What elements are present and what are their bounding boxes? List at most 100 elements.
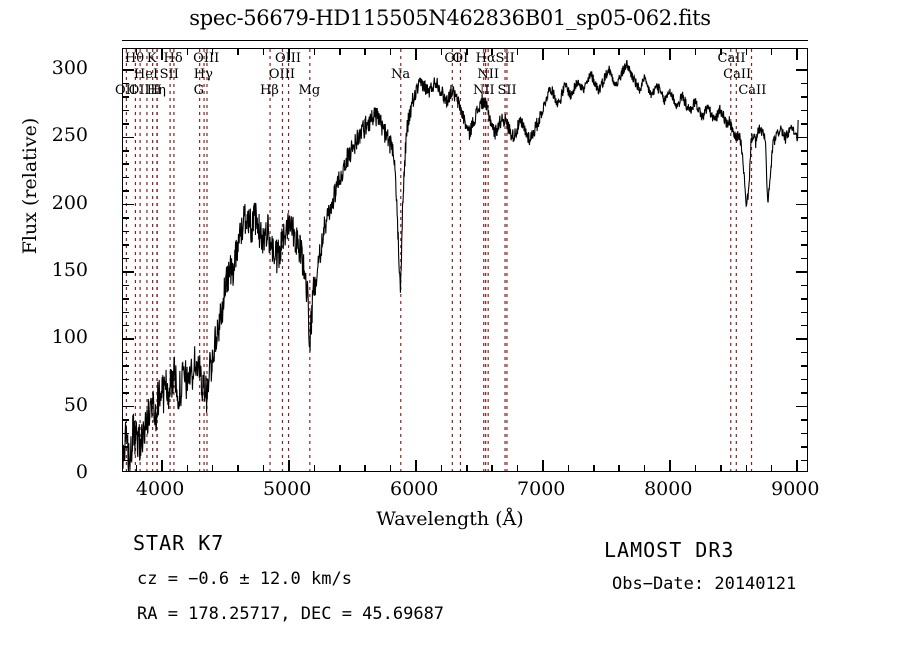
x-tick-top-9000 [796,49,798,60]
y-tick-right-260 [801,123,807,125]
y-tick-130 [123,298,129,300]
line-label-NII-6583: NII [477,67,500,82]
x-tick-label-4000: 4000 [135,478,185,500]
y-tick-label-100: 100 [51,326,88,349]
line-label-CaII-8542: CaII [723,67,752,82]
line-label-SII-4072: SII [159,67,179,82]
y-tick-220 [123,176,129,179]
x-tick-6000 [415,460,417,471]
y-tick-right-290 [801,82,807,85]
x-tick-label-7000: 7000 [517,478,566,500]
x-tick-7200 [567,465,570,471]
x-tick-top-5200 [313,49,316,55]
plot-area [122,48,808,472]
x-tick-top-4400 [211,49,214,55]
object-class-text: STAR K7 [133,531,225,555]
y-tick-100 [123,338,134,340]
line-label-OIII-5007: OIII [274,51,302,66]
x-tick-7000 [542,460,544,471]
page-title: spec-56679-HD115505N462836B01_sp05-062.f… [189,6,711,30]
x-tick-top-5400 [339,49,341,55]
x-tick-label-5000: 5000 [262,478,312,500]
y-tick-200 [123,203,134,206]
line-label-H-6563: Hα [475,51,496,66]
line-label-CaII-8662: CaII [738,83,767,98]
coordinates-text: RA = 178.25717, DEC = 45.69687 [137,604,445,624]
line-label-OI-6364: OI [452,51,469,66]
line-label-OI-6300: OI [444,51,461,66]
y-tick-right-220 [801,176,807,179]
line-label-H-3798: Hθ [124,51,145,66]
line-label-OII-3727: OII [114,83,136,98]
x-tick-8600 [745,465,747,471]
y-tick-right-200 [796,203,807,206]
y-tick-right-140 [801,284,807,287]
y-tick-label-200: 200 [51,191,88,214]
y-tick-right-180 [801,230,807,233]
x-tick-3800 [135,465,138,471]
x-tick-4200 [186,465,188,471]
x-tick-top-5000 [288,49,290,60]
x-tick-4600 [237,465,239,471]
y-tick-right-160 [801,257,807,260]
x-tick-4800 [262,465,265,471]
y-tick-240 [123,150,129,152]
y-tick-right-80 [801,365,807,367]
y-tick-right-300 [796,69,807,71]
line-label-H-3970: Hη [146,83,166,98]
x-tick-4400 [211,465,214,471]
y-tick-right-70 [801,378,807,381]
x-tick-top-7400 [593,49,595,55]
line-label-NII-6548: NII [472,83,495,98]
line-label-G-4305: G [193,83,205,98]
y-tick-20 [123,446,129,448]
y-tick-right-10 [801,459,807,461]
y-tick-260 [123,123,129,125]
x-tick-top-6800 [516,49,519,55]
x-tick-label-6000: 6000 [389,478,439,500]
x-tick-top-5800 [389,49,392,55]
x-tick-top-8200 [694,49,697,55]
y-tick-right-20 [801,446,807,448]
y-tick-right-90 [801,351,807,354]
x-tick-top-3800 [135,49,138,55]
x-tick-top-4200 [186,49,188,55]
x-tick-top-7800 [643,49,646,55]
x-tick-top-7000 [542,49,544,60]
line-label-CaII-8498: CaII [717,51,746,66]
y-tick-90 [123,351,129,354]
x-tick-top-8600 [745,49,747,55]
y-tick-10 [123,459,129,461]
x-tick-top-7200 [567,49,570,55]
y-tick-190 [123,217,129,219]
x-tick-5600 [364,465,366,471]
y-tick-40 [123,419,129,421]
x-tick-top-6200 [440,49,443,55]
x-tick-4000 [161,460,163,471]
x-tick-7600 [618,465,620,471]
x-tick-5800 [389,465,392,471]
x-tick-5000 [288,460,290,471]
y-tick-right-100 [796,338,807,340]
y-tick-right-150 [796,271,807,273]
x-tick-top-6600 [491,49,493,55]
line-label-OIII-4959: OIII [268,67,295,82]
x-tick-top-4800 [262,49,265,55]
x-tick-top-6400 [466,49,468,55]
y-tick-180 [123,230,129,233]
x-tick-8800 [770,465,773,471]
y-tick-label-0: 0 [75,461,88,483]
y-tick-120 [123,311,129,313]
line-label-OIII-4363: OIII [193,51,220,66]
y-tick-right-230 [801,163,807,165]
x-tick-8000 [669,460,671,471]
redshift-text: cz = −0.6 ± 12.0 km/s [137,569,352,589]
y-tick-right-50 [796,405,807,408]
y-tick-right-110 [801,324,807,327]
y-tick-label-250: 250 [51,124,88,147]
y-tick-right-120 [801,311,807,313]
line-label-H-4340: Hγ [193,67,213,82]
x-tick-8400 [720,465,722,471]
x-tick-9000 [796,460,798,471]
